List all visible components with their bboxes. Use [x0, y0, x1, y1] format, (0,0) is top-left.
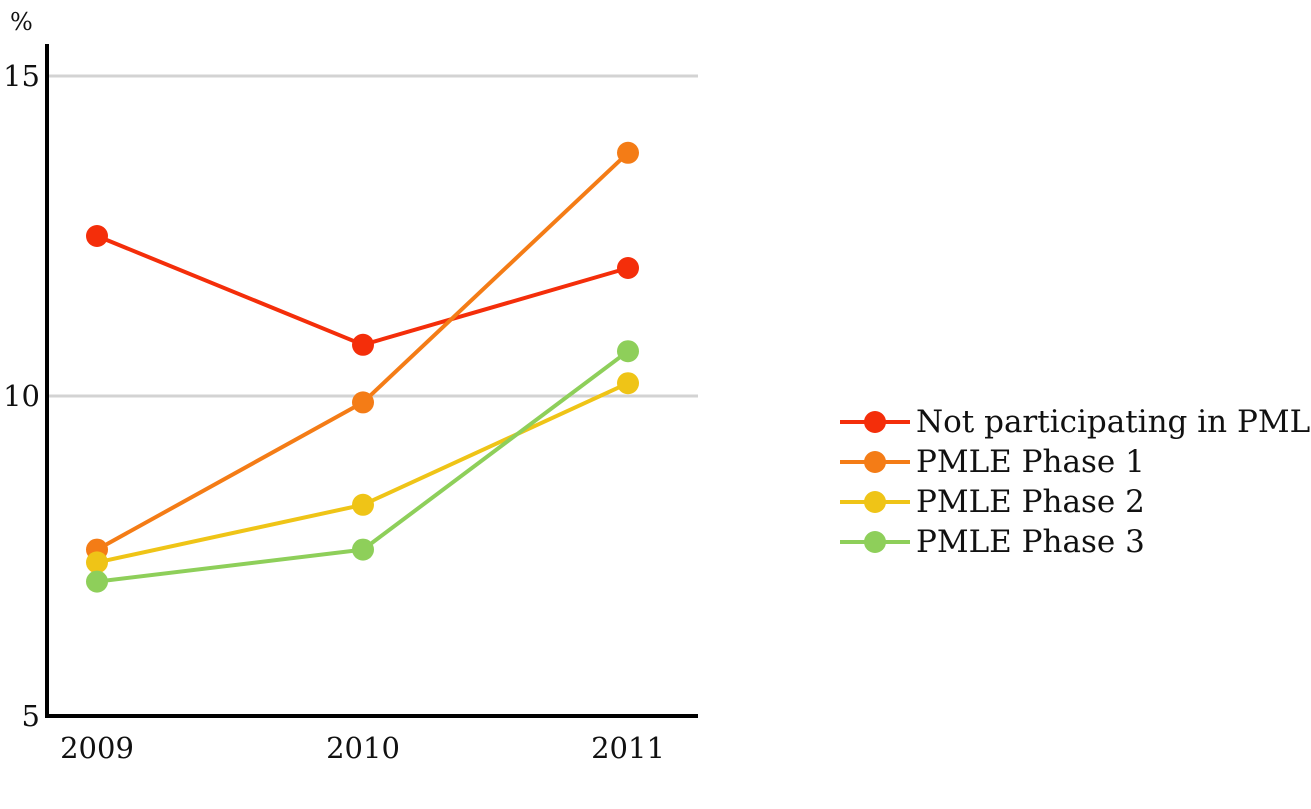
y-tick-labels: 5 10 15: [3, 59, 40, 733]
data-point: [617, 141, 639, 164]
x-tick-label: 2009: [60, 731, 134, 765]
legend-item: PMLE Phase 1: [840, 444, 1145, 480]
legend-marker: [864, 451, 886, 473]
data-series: [86, 141, 639, 593]
legend-label: PMLE Phase 2: [916, 484, 1145, 520]
legend-marker: [864, 531, 886, 553]
data-point: [617, 340, 639, 363]
series-line: [96, 234, 629, 347]
legend-marker: [864, 411, 886, 433]
data-point: [352, 333, 374, 356]
legend-item: PMLE Phase 2: [840, 484, 1145, 520]
legend-label: PMLE Phase 3: [916, 524, 1145, 560]
x-tick-label: 2011: [591, 731, 665, 765]
y-tick-label: 10: [3, 379, 40, 413]
legend-item: PMLE Phase 3: [840, 524, 1145, 560]
legend-label: PMLE Phase 1: [916, 444, 1145, 480]
data-point: [352, 538, 374, 561]
x-tick-labels: 2009 2010 2011: [60, 731, 665, 765]
legend-item: Not participating in PMLE: [840, 404, 1311, 440]
y-tick-label: 5: [22, 699, 40, 733]
legend-marker: [864, 491, 886, 513]
y-unit-label: %: [10, 8, 33, 36]
data-point: [86, 570, 108, 593]
data-point: [86, 551, 108, 574]
x-tick-label: 2010: [326, 731, 400, 765]
legend: Not participating in PMLE PMLE Phase 1 PML…: [840, 404, 1311, 560]
y-tick-label: 15: [3, 59, 40, 93]
legend-label: Not participating in PMLE: [916, 404, 1311, 440]
data-point: [352, 391, 374, 414]
data-point: [617, 372, 639, 395]
data-point: [86, 225, 108, 247]
data-point: [352, 493, 374, 516]
data-point: [617, 257, 639, 279]
